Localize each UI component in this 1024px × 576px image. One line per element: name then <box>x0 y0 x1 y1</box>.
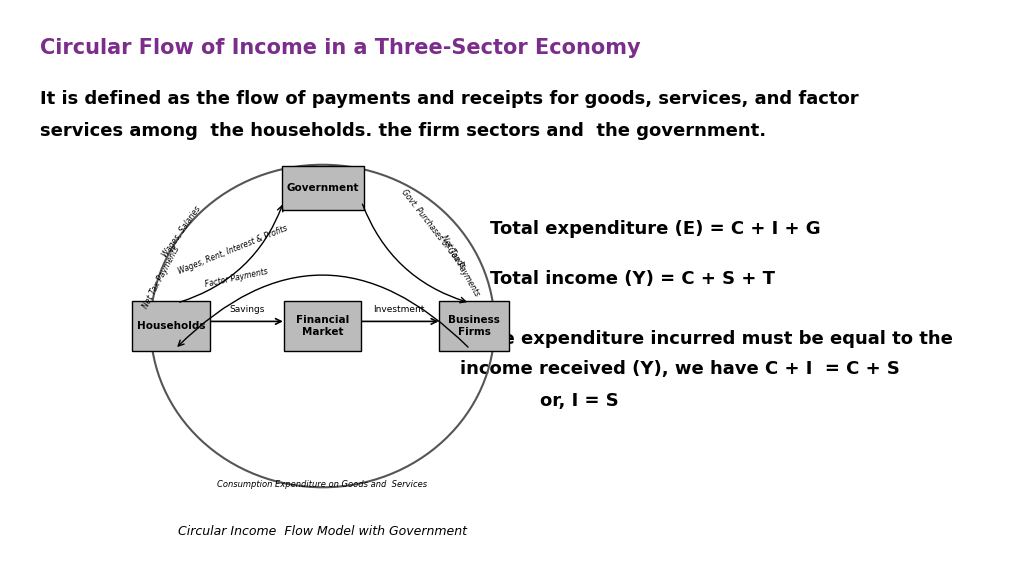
Text: Govt. Purchases of Goods: Govt. Purchases of Goods <box>399 188 467 271</box>
Text: Total income (Y) = C + S + T: Total income (Y) = C + S + T <box>490 270 775 288</box>
Text: Circular Flow of Income in a Three-Sector Economy: Circular Flow of Income in a Three-Secto… <box>40 38 641 58</box>
Text: Net Tax Payments: Net Tax Payments <box>438 234 481 298</box>
FancyBboxPatch shape <box>132 301 210 351</box>
Text: It is defined as the flow of payments and receipts for goods, services, and fact: It is defined as the flow of payments an… <box>40 90 859 108</box>
Text: Business
Firms: Business Firms <box>449 315 500 337</box>
FancyBboxPatch shape <box>284 301 361 351</box>
Text: Wages, Salaries: Wages, Salaries <box>160 204 203 259</box>
Text: Financial
Market: Financial Market <box>296 315 349 337</box>
Text: Investment: Investment <box>373 305 424 314</box>
Text: Factor Payments: Factor Payments <box>204 267 269 289</box>
Text: Savings: Savings <box>229 305 264 314</box>
Text: Since expenditure incurred must be equal to the: Since expenditure incurred must be equal… <box>460 330 953 348</box>
Text: Total expenditure (E) = C + I + G: Total expenditure (E) = C + I + G <box>490 220 820 238</box>
FancyBboxPatch shape <box>439 301 509 351</box>
Text: Net Tax Payments: Net Tax Payments <box>140 245 181 310</box>
Text: Wages, Rent, Interest & Profits: Wages, Rent, Interest & Profits <box>176 224 289 276</box>
Text: Circular Income  Flow Model with Government: Circular Income Flow Model with Governme… <box>178 525 467 537</box>
Text: Consumption Expenditure on Goods and  Services: Consumption Expenditure on Goods and Ser… <box>217 480 428 490</box>
Text: or, I = S: or, I = S <box>540 392 618 410</box>
Text: Households: Households <box>137 321 205 331</box>
FancyBboxPatch shape <box>282 166 364 210</box>
Text: Government: Government <box>287 183 358 193</box>
Text: services among  the households. the firm sectors and  the government.: services among the households. the firm … <box>40 122 766 140</box>
Text: income received (Y), we have C + I  = C + S: income received (Y), we have C + I = C +… <box>460 360 900 378</box>
